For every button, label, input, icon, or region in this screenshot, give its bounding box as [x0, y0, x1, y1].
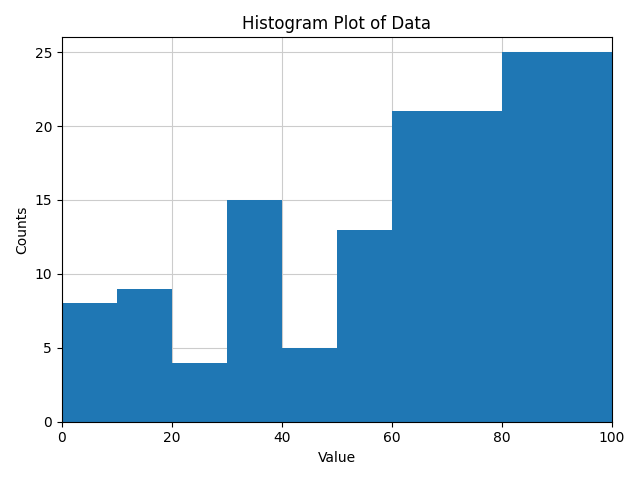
Bar — [337, 229, 392, 422]
Bar — [227, 200, 282, 422]
Bar — [502, 52, 612, 422]
Bar — [392, 111, 502, 422]
Bar — [282, 348, 337, 422]
Bar — [62, 303, 117, 422]
Bar — [172, 362, 227, 422]
Y-axis label: Counts: Counts — [15, 205, 29, 254]
Title: Histogram Plot of Data: Histogram Plot of Data — [243, 15, 431, 33]
Bar — [117, 288, 172, 422]
X-axis label: Value: Value — [318, 451, 356, 465]
